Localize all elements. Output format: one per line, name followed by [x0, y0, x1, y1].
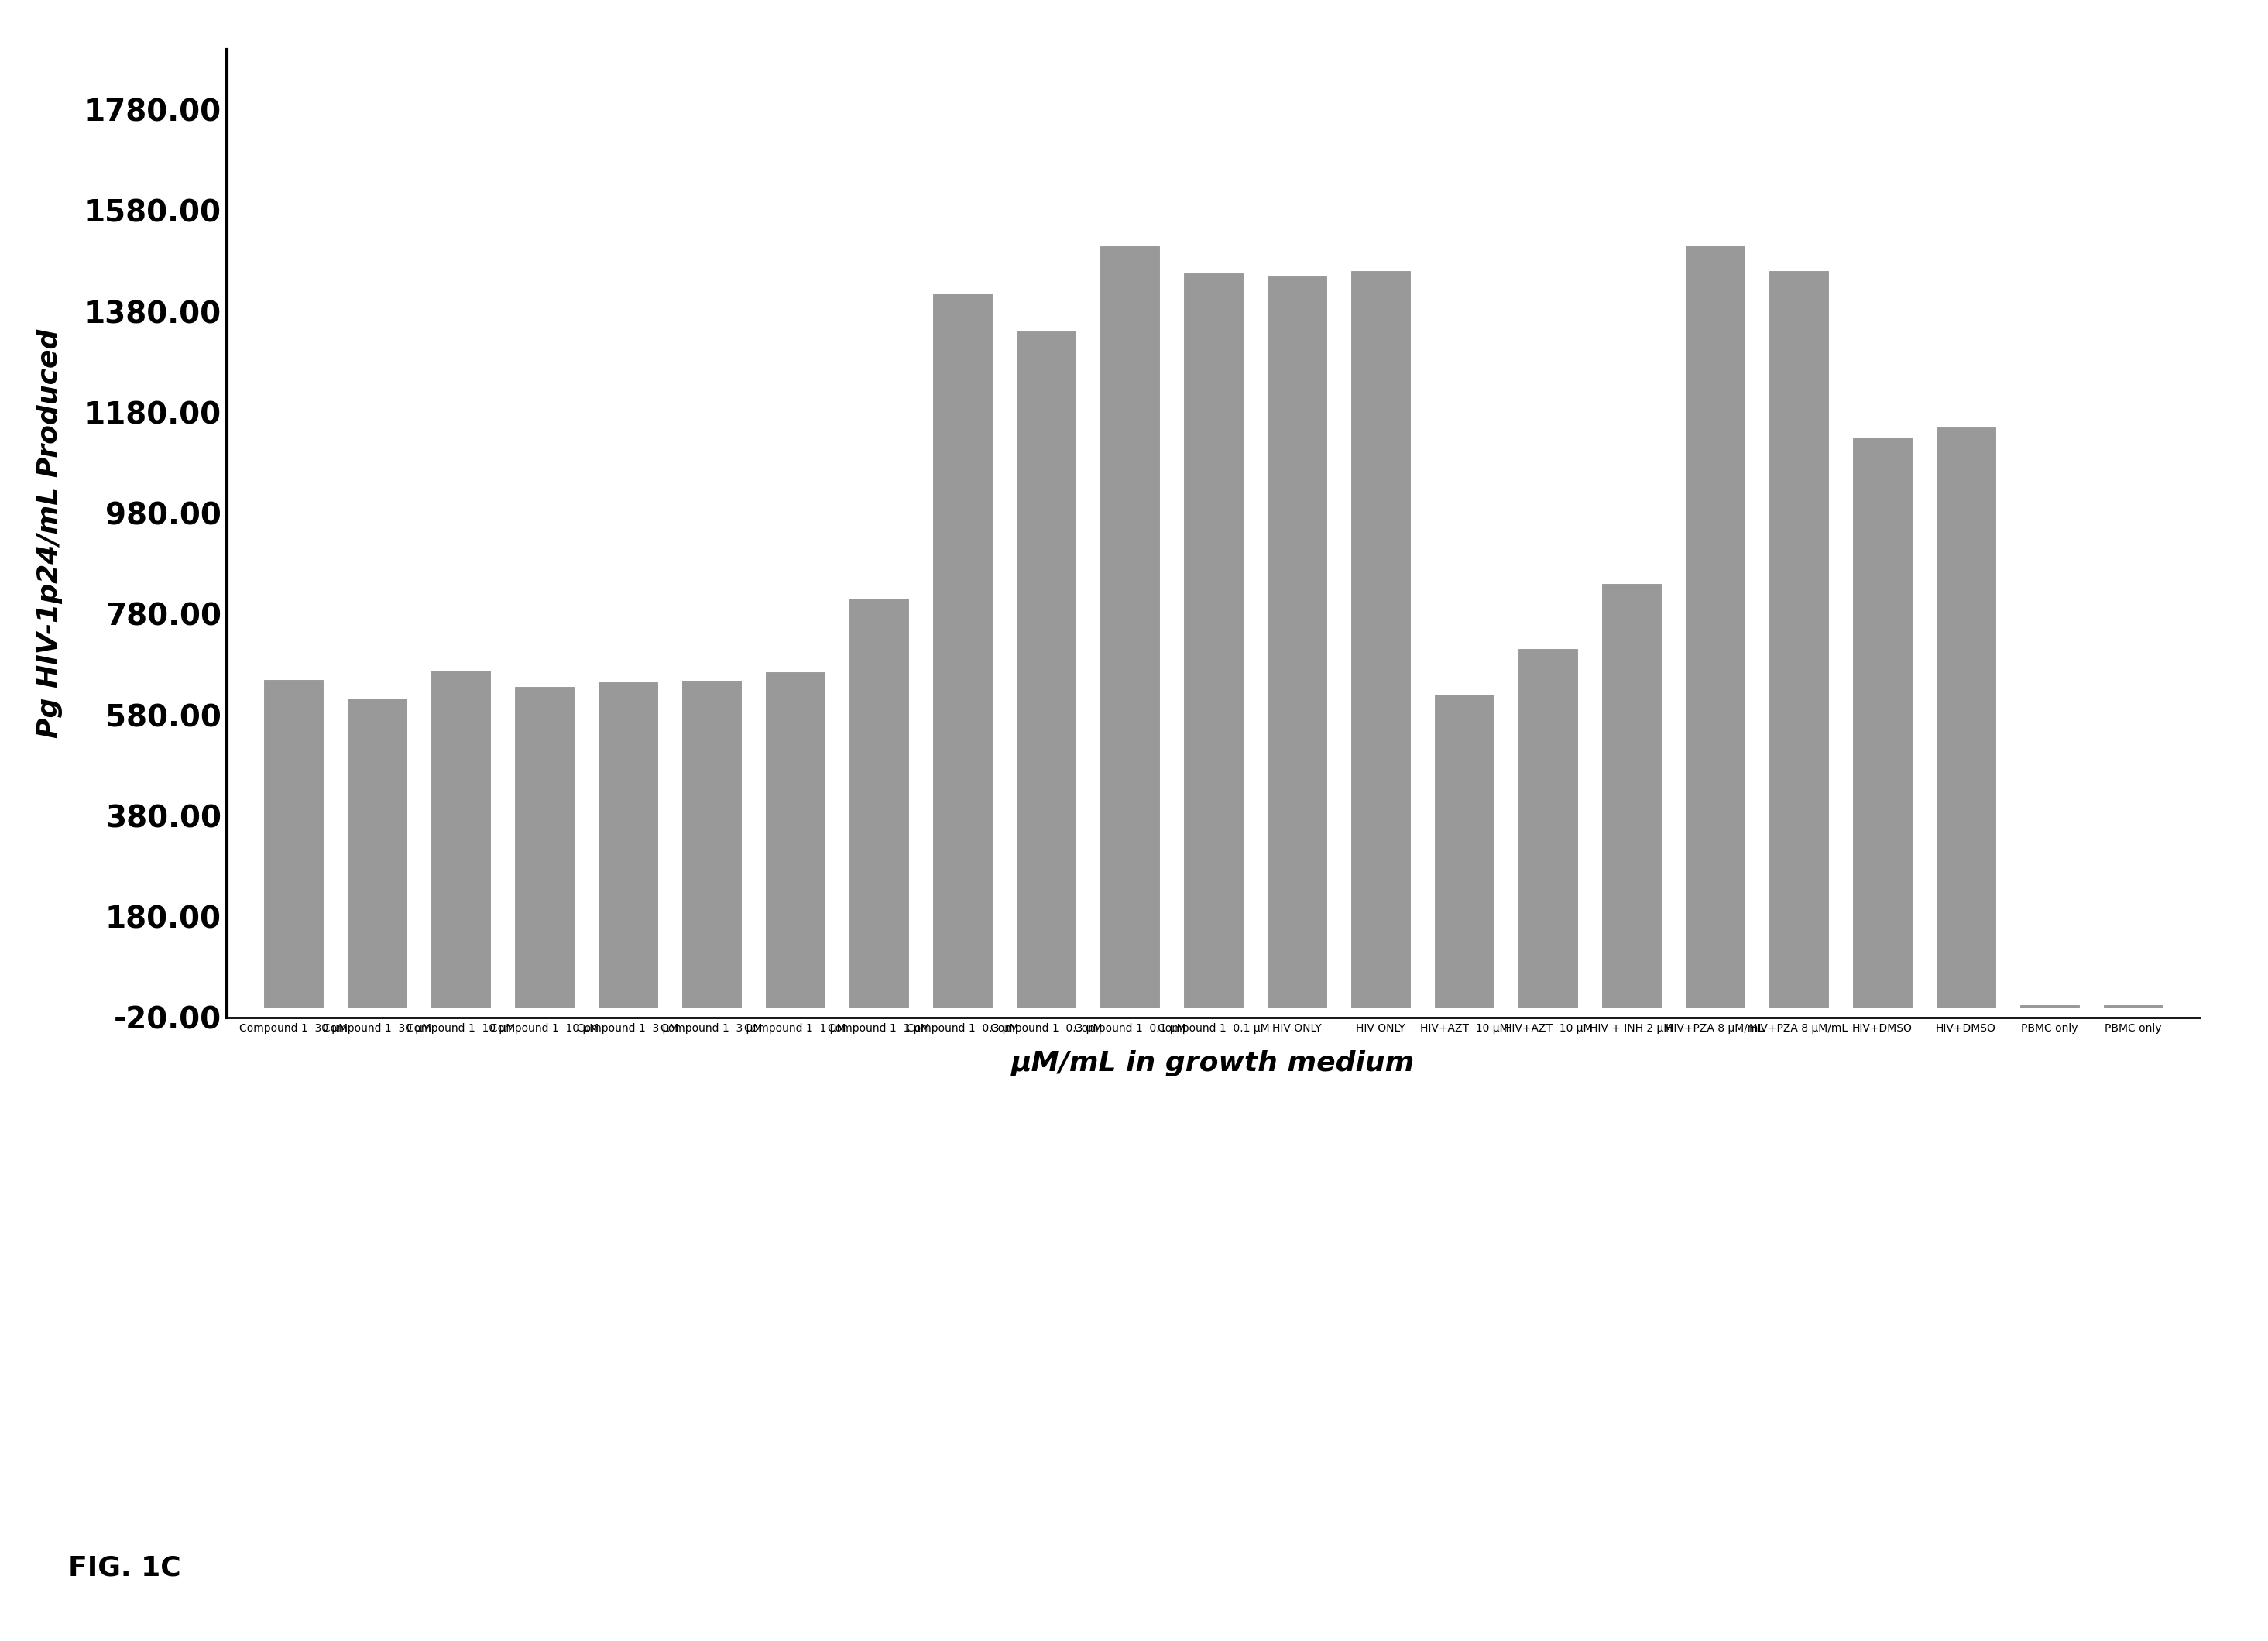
- Bar: [515, 688, 574, 1008]
- Bar: [265, 679, 322, 1008]
- Bar: [1685, 246, 1744, 1008]
- Bar: [1520, 650, 1576, 1008]
- Bar: [2105, 1004, 2161, 1008]
- Bar: [1352, 271, 1411, 1008]
- Bar: [1436, 694, 1492, 1008]
- Bar: [1601, 584, 1660, 1008]
- Bar: [1184, 274, 1243, 1008]
- Bar: [1769, 271, 1828, 1008]
- Bar: [1016, 331, 1075, 1008]
- Bar: [1853, 438, 1912, 1008]
- Bar: [1100, 246, 1159, 1008]
- Bar: [850, 599, 907, 1008]
- Bar: [1268, 276, 1327, 1008]
- X-axis label: µM/mL in growth medium: µM/mL in growth medium: [1012, 1050, 1415, 1076]
- Y-axis label: Pg HIV-1p24/mL Produced: Pg HIV-1p24/mL Produced: [36, 328, 64, 738]
- Bar: [683, 681, 742, 1008]
- Text: FIG. 1C: FIG. 1C: [68, 1554, 181, 1580]
- Bar: [599, 683, 658, 1008]
- Bar: [431, 671, 490, 1008]
- Bar: [934, 294, 991, 1008]
- Bar: [2021, 1004, 2080, 1008]
- Bar: [1937, 427, 1996, 1008]
- Bar: [767, 673, 826, 1008]
- Bar: [347, 699, 406, 1008]
